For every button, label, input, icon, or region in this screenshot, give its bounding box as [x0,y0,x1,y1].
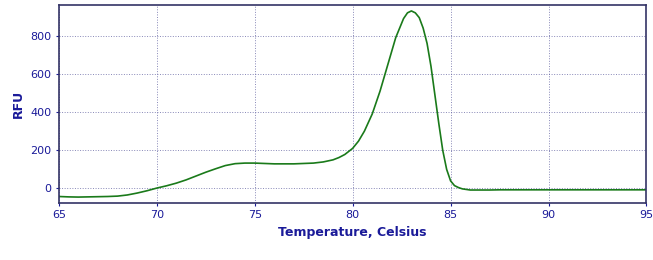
X-axis label: Temperature, Celsius: Temperature, Celsius [278,226,427,239]
Y-axis label: RFU: RFU [12,90,24,118]
